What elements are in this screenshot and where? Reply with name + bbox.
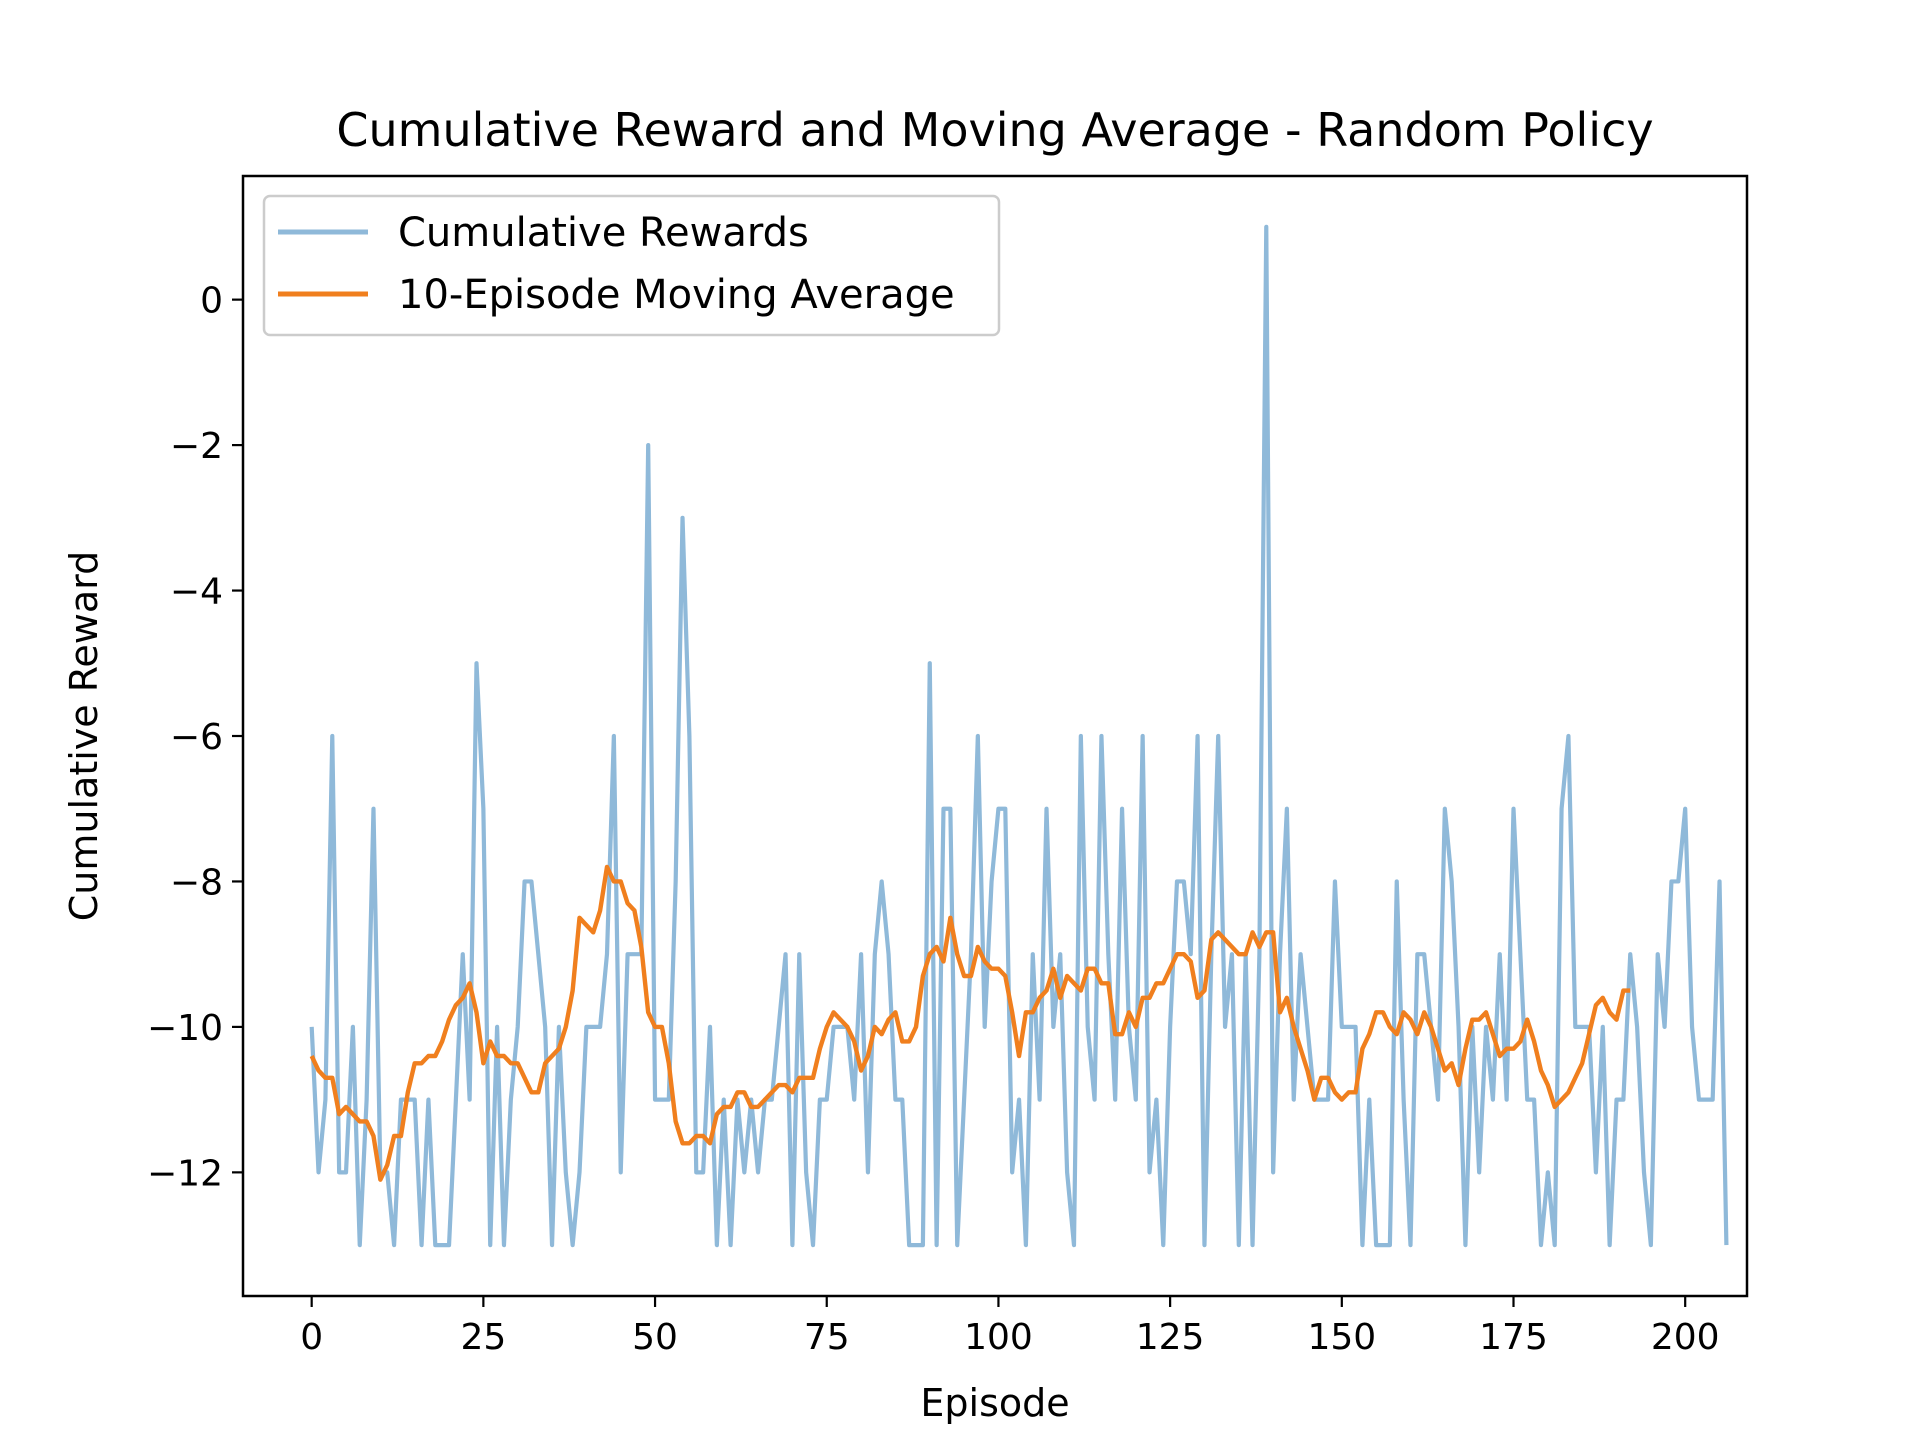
axis-ticks: 0 25 50 75 100 125 150 175 200 0 −2 −4 −6 −8 −10 −12 [147, 281, 1720, 1358]
y-tick-label: −4 [170, 572, 223, 613]
y-tick-label: 0 [200, 281, 223, 322]
legend-box [262, 194, 1001, 337]
x-tick-label: 150 [1307, 1317, 1376, 1358]
legend-label-moving-average: 10-Episode Moving Average [398, 272, 955, 318]
x-tick-label: 200 [1651, 1317, 1720, 1358]
series-lines [309, 224, 1729, 1248]
x-tick-label: 125 [1136, 1317, 1205, 1358]
y-tick-label: −8 [170, 862, 223, 903]
legend: Cumulative Rewards 10-Episode Moving Ave… [262, 194, 1001, 337]
x-tick-label: 0 [300, 1317, 323, 1358]
y-tick-label: −12 [147, 1153, 223, 1194]
y-tick-label: −10 [147, 1008, 223, 1049]
x-tick-label: 100 [964, 1317, 1033, 1358]
series-line-cumulative-rewards [309, 224, 1729, 1248]
x-tick-label: 175 [1479, 1317, 1548, 1358]
y-tick-label: −2 [170, 426, 223, 467]
x-tick-label: 50 [632, 1317, 678, 1358]
legend-label-cumulative-rewards: Cumulative Rewards [398, 210, 809, 256]
x-axis-label: Episode [920, 1381, 1069, 1425]
y-tick-label: −6 [170, 717, 223, 758]
y-axis-label: Cumulative Reward [62, 551, 106, 921]
chart-title: Cumulative Reward and Moving Average - R… [336, 103, 1653, 157]
series-line-10-episode-moving-average [309, 864, 1631, 1182]
plot-frame [241, 174, 1749, 1298]
x-tick-label: 25 [460, 1317, 506, 1358]
x-tick-label: 75 [804, 1317, 850, 1358]
